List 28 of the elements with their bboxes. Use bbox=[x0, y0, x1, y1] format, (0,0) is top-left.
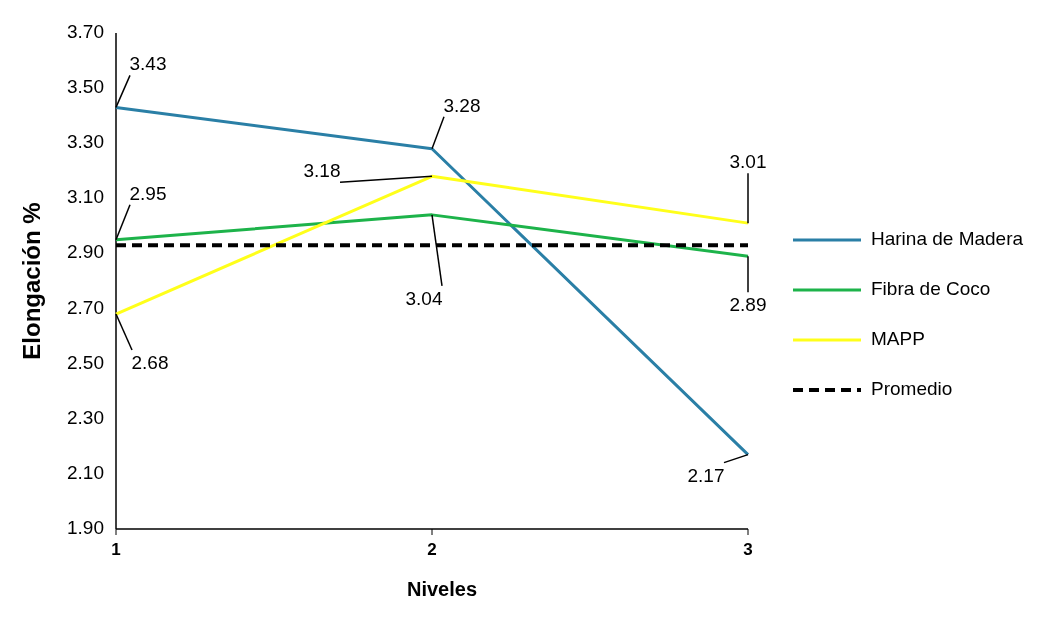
y-tick-label: 2.50 bbox=[67, 351, 104, 373]
y-tick-label: 3.10 bbox=[67, 186, 104, 208]
y-tick-label: 2.30 bbox=[67, 406, 104, 428]
data-label: 3.28 bbox=[443, 94, 481, 116]
y-tick-label: 2.10 bbox=[67, 461, 104, 483]
data-label: 3.18 bbox=[303, 160, 341, 182]
data-label: 3.43 bbox=[129, 53, 167, 75]
y-tick-label: 2.70 bbox=[67, 296, 104, 318]
data-label: 3.04 bbox=[405, 287, 443, 309]
data-label: 3.01 bbox=[729, 151, 767, 173]
legend-label: Harina de Madera bbox=[871, 228, 1024, 250]
legend-label: Promedio bbox=[871, 378, 953, 400]
y-tick-label: 1.90 bbox=[67, 517, 104, 539]
legend-label: Fibra de Coco bbox=[871, 278, 991, 300]
x-axis-title: Niveles bbox=[406, 578, 478, 600]
x-tick-label: 2 bbox=[427, 540, 437, 559]
data-label: 2.89 bbox=[729, 294, 767, 316]
y-tick-label: 3.50 bbox=[67, 76, 104, 98]
y-tick-label: 2.90 bbox=[67, 241, 104, 263]
x-tick-label: 1 bbox=[111, 540, 121, 559]
data-label: 2.68 bbox=[131, 352, 169, 374]
y-axis-title: Elongación % bbox=[18, 202, 45, 360]
x-tick-label: 3 bbox=[743, 540, 753, 559]
data-label: 2.95 bbox=[129, 182, 167, 204]
y-tick-label: 3.30 bbox=[67, 131, 104, 153]
y-tick-label: 3.70 bbox=[67, 21, 104, 43]
data-label: 2.17 bbox=[687, 464, 725, 486]
legend-label: MAPP bbox=[871, 328, 925, 350]
